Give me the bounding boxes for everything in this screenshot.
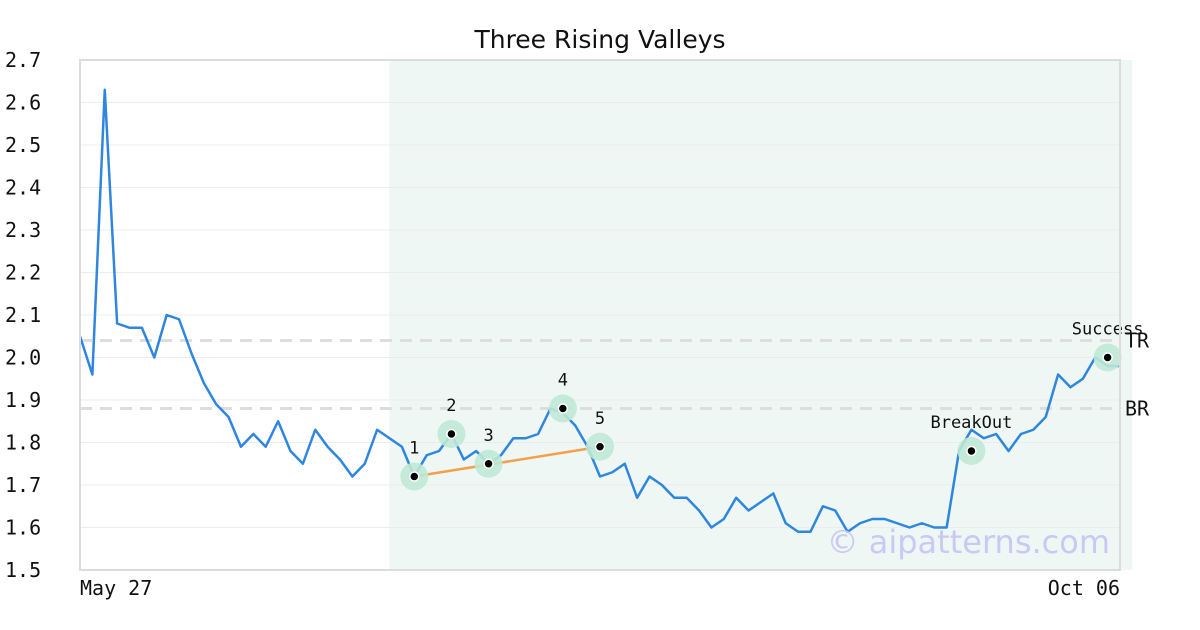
level-label-br: BR <box>1125 397 1150 421</box>
marker-dot-3 <box>483 458 494 469</box>
plot-frame <box>79 59 1121 571</box>
marker-dot-4 <box>557 403 569 414</box>
trendline <box>414 445 601 478</box>
marker-label-1: 1 <box>409 439 419 459</box>
marker-dot-success <box>1102 352 1113 363</box>
marker-label-3: 3 <box>483 426 493 446</box>
y-tick-label: 1.8 <box>5 431 41 455</box>
y-tick-label: 2.4 <box>5 176 41 200</box>
level-label-tr: TR <box>1125 329 1150 353</box>
y-tick-label: 2.3 <box>5 218 41 242</box>
y-tick-label: 1.7 <box>5 473 41 497</box>
price-line <box>78 88 1120 533</box>
y-tick-label: 2.2 <box>5 261 41 285</box>
y-tick-label: 1.9 <box>5 388 41 412</box>
y-tick-label: 2.0 <box>5 346 41 370</box>
watermark: © aipatterns.com <box>827 523 1110 561</box>
marker-dot-5 <box>594 441 606 452</box>
marker-label-2: 2 <box>446 396 456 416</box>
y-tick-label: 1.5 <box>5 558 41 582</box>
chart-title: Three Rising Valleys <box>473 25 725 54</box>
marker-label-5: 5 <box>595 409 605 429</box>
marker-label-success: Success <box>1072 320 1144 340</box>
marker-dot-2 <box>446 428 457 440</box>
y-tick-label: 2.7 <box>5 48 41 72</box>
y-tick-label: 2.1 <box>5 303 41 327</box>
x-tick-label-end: Oct 06 <box>1048 576 1120 600</box>
marker-label-4: 4 <box>558 371 568 391</box>
x-tick-label-start: May 27 <box>80 576 152 600</box>
marker-dot-breakout <box>966 445 977 457</box>
y-tick-label: 2.6 <box>5 91 41 115</box>
marker-dot-1 <box>409 471 420 482</box>
marker-label-breakout: BreakOut <box>930 413 1012 433</box>
y-tick-label: 1.6 <box>5 516 41 540</box>
y-tick-label: 2.5 <box>5 133 41 157</box>
